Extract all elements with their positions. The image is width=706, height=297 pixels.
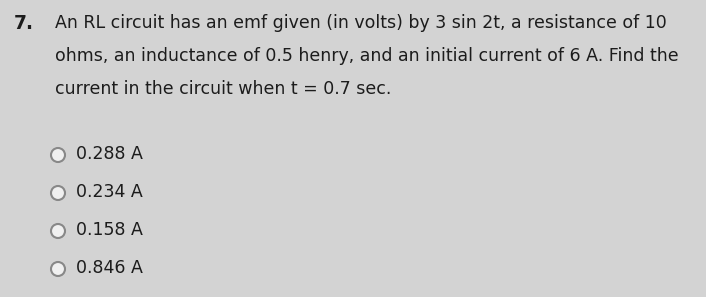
- Text: 0.288 A: 0.288 A: [76, 145, 143, 163]
- Text: 7.: 7.: [14, 14, 34, 33]
- Text: ohms, an inductance of 0.5 henry, and an initial current of 6 A. Find the: ohms, an inductance of 0.5 henry, and an…: [55, 47, 678, 65]
- Circle shape: [51, 224, 65, 238]
- Text: An RL circuit has an emf given (in volts) by 3 sin 2t, a resistance of 10: An RL circuit has an emf given (in volts…: [55, 14, 666, 32]
- Text: 0.234 A: 0.234 A: [76, 183, 143, 201]
- Circle shape: [51, 148, 65, 162]
- Text: 0.158 A: 0.158 A: [76, 221, 143, 239]
- Circle shape: [51, 262, 65, 276]
- Circle shape: [51, 186, 65, 200]
- Text: current in the circuit when t = 0.7 sec.: current in the circuit when t = 0.7 sec.: [55, 80, 391, 98]
- Text: 0.846 A: 0.846 A: [76, 259, 143, 277]
